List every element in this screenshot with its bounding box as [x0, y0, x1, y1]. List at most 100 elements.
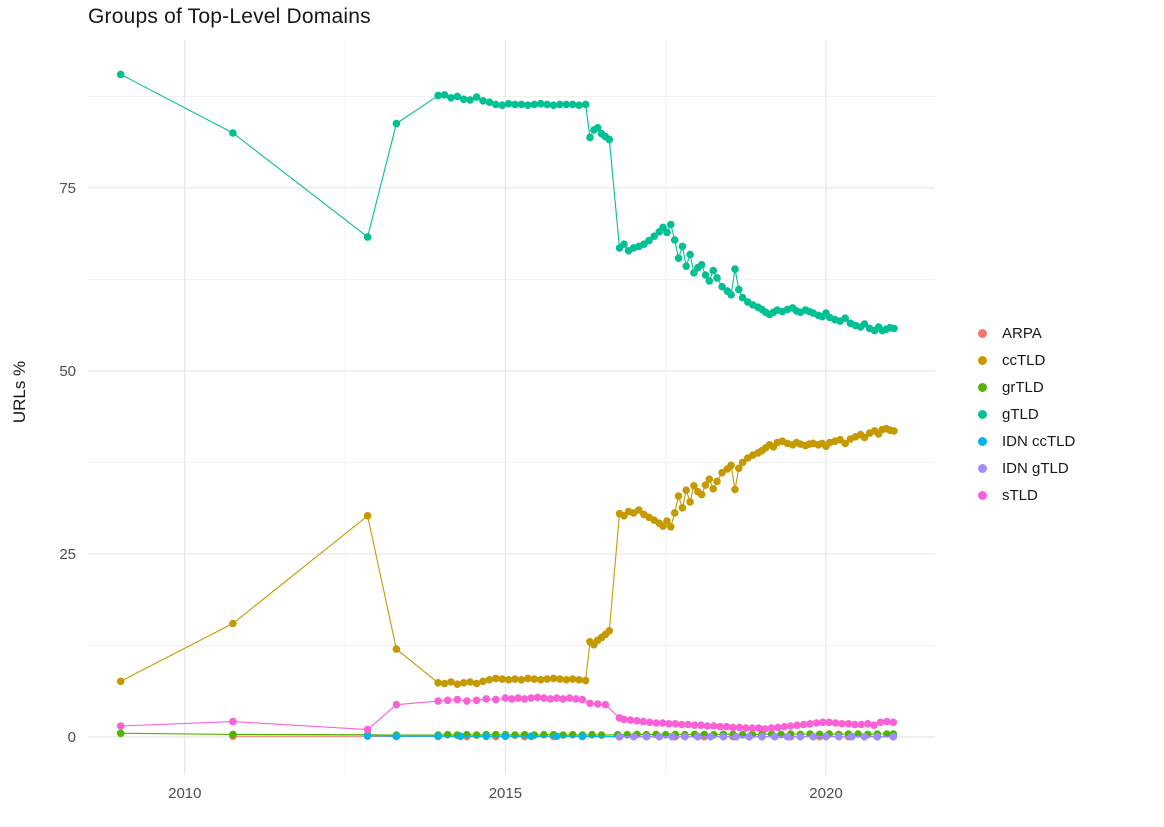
data-point [116, 722, 125, 730]
data-point [543, 100, 551, 109]
data-point [727, 461, 735, 470]
data-point [780, 722, 789, 731]
data-point [568, 100, 577, 109]
legend-item-grtld: grTLD [978, 374, 1075, 401]
data-point [578, 732, 587, 741]
data-point [472, 93, 481, 101]
data-point [758, 732, 766, 741]
data-point [504, 99, 513, 108]
data-point [527, 732, 535, 741]
data-point [857, 720, 866, 729]
data-point [890, 324, 898, 333]
legend-label: gTLD [1002, 406, 1039, 423]
data-point [116, 677, 125, 686]
data-point [549, 101, 558, 109]
data-point [116, 70, 125, 79]
data-point [540, 730, 548, 739]
data-point [809, 732, 817, 741]
data-point [748, 724, 757, 732]
legend: ARPA ccTLD grTLD gTLD IDN ccTLD IDN gTLD sTLD [978, 320, 1075, 509]
data-point [552, 694, 561, 702]
data-point [552, 732, 561, 741]
data-point [735, 723, 744, 732]
data-point [701, 481, 710, 489]
data-point [530, 675, 539, 683]
data-point [229, 129, 237, 137]
data-point [719, 732, 728, 741]
legend-swatch-icon [978, 329, 987, 338]
data-point [479, 677, 487, 686]
data-point [690, 482, 698, 490]
legend-label: ARPA [1002, 325, 1042, 342]
data-point [629, 732, 638, 741]
data-point [514, 694, 522, 702]
data-point [559, 695, 567, 703]
data-point [482, 695, 491, 703]
data-point [633, 717, 641, 725]
data-point [440, 91, 449, 99]
data-point [568, 675, 577, 683]
data-point [645, 718, 654, 727]
data-point [511, 731, 519, 739]
data-point [533, 693, 542, 702]
data-point [492, 695, 500, 704]
data-point [562, 100, 571, 109]
data-point [825, 718, 833, 727]
data-point [440, 679, 449, 688]
data-point [504, 676, 513, 684]
data-point [841, 439, 849, 448]
data-point [738, 293, 747, 302]
data-point [642, 732, 651, 741]
data-point [229, 730, 237, 739]
data-point [670, 509, 679, 517]
data-point [434, 91, 442, 100]
data-point [799, 720, 808, 729]
data-point [854, 730, 862, 738]
y-tick-label: 75 [59, 180, 76, 197]
data-point [694, 732, 702, 741]
data-point [635, 506, 643, 514]
data-point [511, 675, 519, 683]
data-point [392, 645, 401, 653]
data-point [447, 94, 455, 102]
data-point [731, 485, 739, 494]
data-point [735, 464, 743, 473]
data-point [718, 282, 726, 291]
data-point [645, 236, 653, 245]
data-point [703, 722, 712, 730]
legend-label: grTLD [1002, 379, 1044, 396]
data-point [851, 720, 859, 729]
y-tick-label: 0 [68, 729, 76, 746]
data-point [456, 732, 465, 741]
data-point [767, 724, 776, 732]
data-point [498, 101, 507, 109]
data-point [686, 498, 694, 506]
data-point [709, 266, 717, 275]
data-point [706, 732, 715, 741]
data-point [786, 722, 795, 730]
data-point [831, 719, 840, 727]
data-point [697, 490, 706, 499]
data-point [883, 730, 891, 738]
data-point [663, 228, 671, 237]
data-point [770, 732, 779, 741]
data-point [459, 95, 468, 104]
data-point [658, 719, 667, 727]
data-point [556, 675, 564, 683]
data-point [586, 699, 594, 708]
data-point [540, 694, 548, 702]
y-tick-label: 25 [59, 546, 76, 563]
data-point [463, 697, 471, 705]
data-point [677, 720, 686, 729]
data-point [498, 675, 507, 683]
data-point [520, 730, 529, 739]
legend-label: IDN gTLD [1002, 460, 1069, 477]
legend-swatch-icon [978, 464, 987, 473]
data-point [501, 694, 510, 702]
series-line-cctld [120, 428, 895, 685]
data-point [536, 676, 545, 684]
data-point [581, 676, 590, 685]
data-point [363, 512, 372, 520]
data-point [559, 731, 567, 739]
data-point [822, 732, 830, 741]
